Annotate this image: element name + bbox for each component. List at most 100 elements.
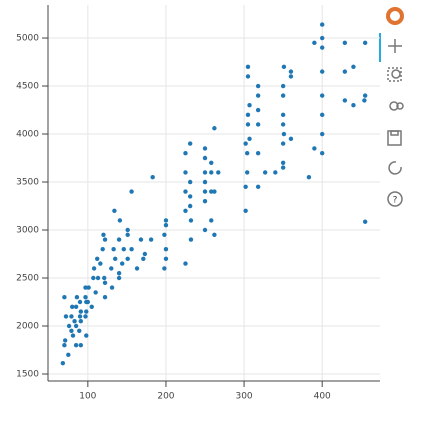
help-tool[interactable]: ? xyxy=(387,191,403,207)
point xyxy=(62,338,68,343)
point xyxy=(142,251,148,257)
point xyxy=(78,309,84,314)
point xyxy=(342,69,348,74)
y-tick-label: 5000 xyxy=(16,34,39,44)
point xyxy=(319,35,325,41)
point xyxy=(183,189,188,194)
point xyxy=(202,146,208,151)
point xyxy=(69,314,74,319)
point xyxy=(112,208,117,214)
point xyxy=(362,219,368,224)
point xyxy=(116,271,122,276)
point xyxy=(163,247,169,252)
point xyxy=(62,294,67,300)
point xyxy=(202,155,208,161)
point xyxy=(280,93,286,98)
point xyxy=(281,131,287,137)
x-tick-label: 200 xyxy=(157,392,174,402)
point xyxy=(73,342,79,348)
point xyxy=(312,40,317,46)
point xyxy=(319,69,325,74)
point xyxy=(84,333,89,338)
point xyxy=(77,314,83,319)
point xyxy=(83,285,88,290)
point xyxy=(247,136,252,142)
point xyxy=(280,122,286,127)
point xyxy=(78,342,84,348)
y-tick-label: 3000 xyxy=(16,226,39,236)
point xyxy=(138,237,144,242)
point xyxy=(245,64,251,70)
point xyxy=(84,299,89,305)
point xyxy=(212,189,217,194)
point xyxy=(95,256,100,262)
point xyxy=(116,275,122,281)
point xyxy=(134,266,140,271)
point xyxy=(319,112,325,118)
point xyxy=(102,294,108,300)
point xyxy=(255,122,261,127)
point xyxy=(245,74,251,79)
box-zoom-tool[interactable] xyxy=(387,67,402,82)
point xyxy=(280,165,286,170)
save-tool[interactable] xyxy=(387,130,402,146)
point xyxy=(117,218,123,223)
point xyxy=(280,160,286,166)
point xyxy=(111,247,116,252)
point xyxy=(255,93,261,98)
point xyxy=(183,151,188,156)
point xyxy=(212,126,217,131)
point xyxy=(69,328,74,333)
point xyxy=(273,170,278,175)
point xyxy=(120,261,125,266)
point xyxy=(66,323,72,329)
y-tick-label: 2000 xyxy=(16,321,39,331)
point xyxy=(83,314,88,319)
point xyxy=(101,232,106,238)
point xyxy=(83,294,88,300)
point xyxy=(342,40,348,46)
point xyxy=(125,256,130,262)
point xyxy=(100,247,105,252)
y-tick-label: 2500 xyxy=(16,274,39,284)
point xyxy=(121,247,126,252)
point xyxy=(306,175,312,180)
point xyxy=(62,342,67,348)
point xyxy=(351,103,356,108)
point xyxy=(125,232,130,238)
point xyxy=(70,304,75,309)
y-tick-label: 1500 xyxy=(16,369,39,379)
point xyxy=(125,227,130,233)
x-tick-label: 400 xyxy=(314,392,331,402)
point xyxy=(288,69,294,74)
point xyxy=(89,304,94,309)
point xyxy=(163,256,169,262)
point xyxy=(212,232,217,238)
point xyxy=(188,237,194,242)
point xyxy=(202,189,208,194)
point xyxy=(73,323,79,329)
point xyxy=(63,314,69,319)
point xyxy=(98,261,103,266)
point xyxy=(255,83,261,89)
point xyxy=(60,360,66,366)
point xyxy=(102,275,107,281)
point xyxy=(187,194,193,199)
point xyxy=(319,131,325,137)
point xyxy=(312,146,317,151)
wheel-zoom-tool[interactable] xyxy=(389,101,404,111)
point xyxy=(77,328,82,333)
point xyxy=(262,170,268,175)
point xyxy=(84,309,89,314)
reset-tool[interactable] xyxy=(388,161,402,175)
point xyxy=(72,318,77,324)
point xyxy=(73,304,79,309)
point xyxy=(91,275,96,281)
point xyxy=(280,112,286,118)
point xyxy=(129,189,134,194)
point xyxy=(187,203,193,209)
pan-tool[interactable] xyxy=(388,39,402,53)
x-tick-label: 300 xyxy=(235,392,252,402)
point xyxy=(187,179,193,185)
